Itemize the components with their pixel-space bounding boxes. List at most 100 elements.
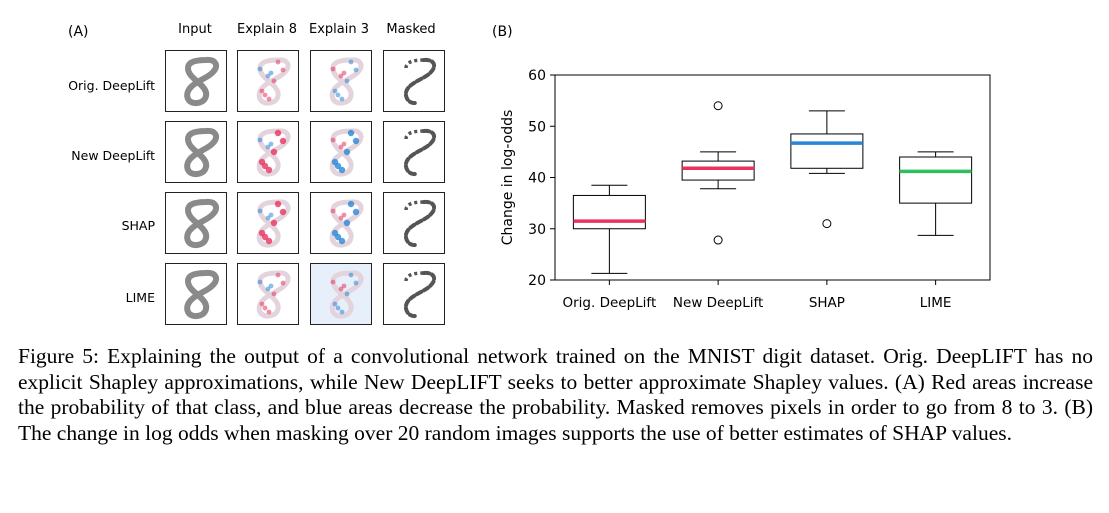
- panel-a-label: (A): [68, 24, 89, 40]
- attribution-main: [348, 59, 354, 65]
- attribution-secondary: [265, 73, 271, 79]
- attribution-secondary: [265, 215, 271, 221]
- plot-frame: [554, 74, 991, 281]
- thumb-shap-explain-3: [310, 192, 372, 254]
- masked-digit-top: [404, 271, 425, 282]
- attribution-main: [344, 78, 350, 84]
- attribution-main: [331, 158, 339, 166]
- attribution-main: [347, 129, 355, 137]
- y-tick-label: 20: [528, 273, 546, 289]
- attribution-secondary: [341, 212, 347, 218]
- thumb-orig-deeplift-explain-8: [237, 50, 299, 112]
- attribution-secondary: [257, 66, 263, 72]
- attribution-main: [348, 272, 354, 278]
- thumb-orig-deeplift-explain-3: [310, 50, 372, 112]
- attribution-main: [280, 280, 286, 286]
- attribution-secondary: [341, 141, 347, 147]
- attribution-secondary: [341, 283, 347, 289]
- attribution-main: [258, 229, 266, 237]
- attribution-main: [280, 67, 286, 73]
- attribution-main: [347, 200, 355, 208]
- attribution-main: [338, 166, 346, 174]
- row-header-orig-deeplift: Orig. DeepLift: [68, 78, 155, 93]
- box-iqr: [899, 156, 973, 204]
- thumb-orig-deeplift-masked: [383, 50, 445, 112]
- y-tick-label: 40: [528, 171, 546, 187]
- column-header-explain-8: Explain 8: [237, 22, 297, 37]
- attribution-main: [344, 291, 350, 297]
- row-header-lime: LIME: [125, 290, 155, 305]
- box-iqr: [681, 160, 755, 181]
- attribution-secondary: [330, 66, 336, 72]
- thumb-new-deeplift-explain-3: [310, 121, 372, 183]
- attribution-main: [343, 219, 351, 227]
- attribution-main: [262, 305, 268, 311]
- row-header-new-deeplift: New DeepLift: [71, 148, 155, 163]
- attribution-secondary: [338, 144, 344, 150]
- thumb-new-deeplift-explain-8: [237, 121, 299, 183]
- column-header-explain-3: Explain 3: [309, 22, 369, 37]
- attribution-main: [258, 158, 266, 166]
- thumb-shap-masked: [383, 192, 445, 254]
- thumb-orig-deeplift-input: [165, 50, 227, 112]
- attribution-secondary: [330, 137, 336, 143]
- masked-digit-stroke: [403, 57, 437, 106]
- attribution-main: [331, 229, 339, 237]
- attribution-secondary: [268, 141, 274, 147]
- attribution-main: [335, 305, 341, 311]
- masked-digit-stroke: [403, 199, 437, 248]
- attribution-secondary: [338, 73, 344, 79]
- attribution-main: [265, 166, 273, 174]
- attribution-main: [259, 301, 265, 307]
- attribution-main: [353, 280, 359, 286]
- digit-eight-stroke: [184, 127, 220, 178]
- masked-digit-top: [404, 129, 425, 140]
- x-tick-label: New DeepLift: [673, 295, 763, 311]
- y-tick-label: 60: [528, 68, 546, 84]
- attribution-main: [338, 237, 346, 245]
- attribution-main: [352, 137, 360, 145]
- x-tick-label: Orig. DeepLift: [563, 295, 657, 311]
- outlier-point: [713, 101, 723, 111]
- masked-digit-top: [404, 200, 425, 211]
- attribution-main: [265, 237, 273, 245]
- attribution-secondary: [330, 279, 336, 285]
- thumb-lime-masked: [383, 263, 445, 325]
- attribution-main: [274, 129, 282, 137]
- x-tick-label: SHAP: [809, 295, 845, 311]
- attribution-secondary: [257, 279, 263, 285]
- attribution-secondary: [265, 144, 271, 150]
- attribution-secondary: [268, 283, 274, 289]
- attribution-main: [266, 309, 272, 315]
- digit-eight-stroke: [184, 269, 220, 320]
- column-header-input: Input: [178, 22, 212, 37]
- row-header-shap: SHAP: [121, 218, 155, 233]
- digit-eight-stroke: [184, 198, 220, 249]
- thumb-shap-explain-8: [237, 192, 299, 254]
- y-tick-label: 30: [528, 222, 546, 238]
- attribution-main: [332, 301, 338, 307]
- figure-caption: Figure 5: Explaining the output of a con…: [18, 344, 1093, 445]
- box-iqr: [572, 194, 646, 230]
- box-iqr: [790, 133, 864, 169]
- attribution-main: [343, 148, 351, 156]
- column-header-masked: Masked: [386, 22, 436, 37]
- attribution-main: [339, 309, 345, 315]
- attribution-secondary: [257, 137, 263, 143]
- attribution-main: [275, 272, 281, 278]
- attribution-main: [270, 148, 278, 156]
- boxplot-chart: 20 30 40 50 60 Change in log-odds Orig. DeepLi…: [500, 68, 991, 311]
- y-tick-label: 50: [528, 119, 546, 135]
- masked-digit-stroke: [403, 270, 437, 319]
- outlier-point: [822, 219, 832, 229]
- attribution-main: [353, 67, 359, 73]
- attribution-secondary: [268, 212, 274, 218]
- attribution-main: [275, 59, 281, 65]
- attribution-main: [259, 88, 265, 94]
- attribution-main: [339, 96, 345, 102]
- attribution-secondary: [268, 70, 274, 76]
- x-tick-label: LIME: [920, 295, 952, 311]
- thumb-new-deeplift-masked: [383, 121, 445, 183]
- attribution-main: [279, 137, 287, 145]
- attribution-main: [352, 208, 360, 216]
